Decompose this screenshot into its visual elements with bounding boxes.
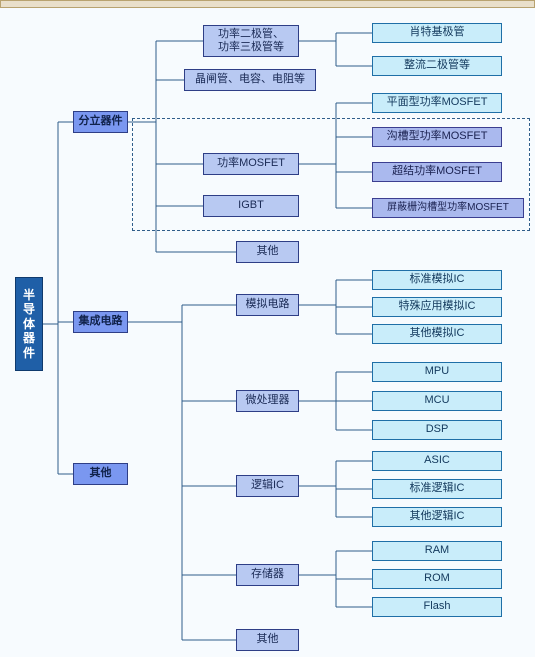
tree-node-label: 肖特基极管 bbox=[410, 26, 465, 39]
decor-top_bar bbox=[0, 0, 535, 8]
tree-node-l2b: 集成电路 bbox=[73, 311, 128, 333]
tree-node-label: ROM bbox=[424, 572, 450, 585]
tree-node-label: 其他 bbox=[257, 245, 279, 258]
tree-node-label: 屏蔽栅沟槽型功率MOSFET bbox=[387, 202, 509, 214]
tree-node-l4b2a: MPU bbox=[372, 362, 502, 382]
tree-node-l4b1a: 标准模拟IC bbox=[372, 270, 502, 290]
tree-node-label: 集成电路 bbox=[79, 315, 123, 328]
tree-node-l4b3c: 其他逻辑IC bbox=[372, 507, 502, 527]
tree-node-label: 其他 bbox=[90, 467, 112, 480]
tree-node-label: 其他逻辑IC bbox=[410, 510, 465, 523]
tree-node-label: 功率MOSFET bbox=[217, 157, 285, 170]
tree-node-l4b3b: 标准逻辑IC bbox=[372, 479, 502, 499]
tree-node-l4a1a: 肖特基极管 bbox=[372, 23, 502, 43]
tree-node-label: MCU bbox=[424, 394, 449, 407]
tree-node-label: 标准逻辑IC bbox=[410, 482, 465, 495]
tree-node-l3b1: 模拟电路 bbox=[236, 294, 299, 316]
tree-node-label: DSP bbox=[426, 423, 449, 436]
tree-node-l4a3a: 平面型功率MOSFET bbox=[372, 93, 502, 113]
tree-node-l4b1b: 特殊应用模拟IC bbox=[372, 297, 502, 317]
tree-node-label: 其他模拟IC bbox=[410, 327, 465, 340]
tree-node-root: 半 导 体 器 件 bbox=[15, 277, 43, 371]
tree-diagram: 半 导 体 器 件分立器件集成电路其他功率二极管、 功率三极管等晶闸管、电容、电… bbox=[0, 0, 535, 657]
tree-node-label: 其他 bbox=[257, 633, 279, 646]
tree-node-l4b1c: 其他模拟IC bbox=[372, 324, 502, 344]
tree-node-l4b2c: DSP bbox=[372, 420, 502, 440]
tree-node-l3b2: 微处理器 bbox=[236, 390, 299, 412]
tree-node-l3a5: 其他 bbox=[236, 241, 299, 263]
tree-node-l4b2b: MCU bbox=[372, 391, 502, 411]
tree-node-l4b4c: Flash bbox=[372, 597, 502, 617]
tree-node-l4a3b: 沟槽型功率MOSFET bbox=[372, 127, 502, 147]
tree-node-l4a3d: 屏蔽栅沟槽型功率MOSFET bbox=[372, 198, 524, 218]
tree-node-label: Flash bbox=[424, 600, 451, 613]
tree-node-label: 超结功率MOSFET bbox=[392, 165, 482, 178]
tree-node-label: 平面型功率MOSFET bbox=[387, 96, 488, 109]
tree-node-l4a1b: 整流二极管等 bbox=[372, 56, 502, 76]
tree-node-label: IGBT bbox=[238, 199, 264, 212]
tree-node-label: 沟槽型功率MOSFET bbox=[387, 130, 488, 143]
tree-node-label: 半 导 体 器 件 bbox=[23, 288, 35, 360]
tree-node-l4b4b: ROM bbox=[372, 569, 502, 589]
tree-node-l4a3c: 超结功率MOSFET bbox=[372, 162, 502, 182]
tree-node-label: 晶闸管、电容、电阻等 bbox=[195, 73, 305, 86]
tree-node-l3a4: IGBT bbox=[203, 195, 299, 217]
tree-node-label: 模拟电路 bbox=[246, 298, 290, 311]
tree-node-l3a2: 晶闸管、电容、电阻等 bbox=[184, 69, 316, 91]
tree-node-label: 功率二极管、 功率三极管等 bbox=[218, 28, 284, 54]
tree-node-l3b5: 其他 bbox=[236, 629, 299, 651]
tree-node-label: 分立器件 bbox=[79, 115, 123, 128]
tree-node-l2c: 其他 bbox=[73, 463, 128, 485]
tree-node-label: 存储器 bbox=[251, 568, 284, 581]
tree-node-l4b4a: RAM bbox=[372, 541, 502, 561]
tree-node-l3a1: 功率二极管、 功率三极管等 bbox=[203, 25, 299, 57]
tree-node-l2a: 分立器件 bbox=[73, 111, 128, 133]
tree-node-l3a3: 功率MOSFET bbox=[203, 153, 299, 175]
tree-node-label: 标准模拟IC bbox=[410, 273, 465, 286]
tree-node-l4b3a: ASIC bbox=[372, 451, 502, 471]
tree-node-label: 逻辑IC bbox=[251, 479, 284, 492]
tree-node-label: ASIC bbox=[424, 454, 450, 467]
tree-node-label: 特殊应用模拟IC bbox=[399, 300, 476, 313]
tree-node-label: RAM bbox=[425, 544, 449, 557]
tree-node-l3b3: 逻辑IC bbox=[236, 475, 299, 497]
tree-node-label: MPU bbox=[425, 365, 449, 378]
tree-node-l3b4: 存储器 bbox=[236, 564, 299, 586]
tree-node-label: 整流二极管等 bbox=[404, 59, 470, 72]
tree-node-label: 微处理器 bbox=[246, 394, 290, 407]
